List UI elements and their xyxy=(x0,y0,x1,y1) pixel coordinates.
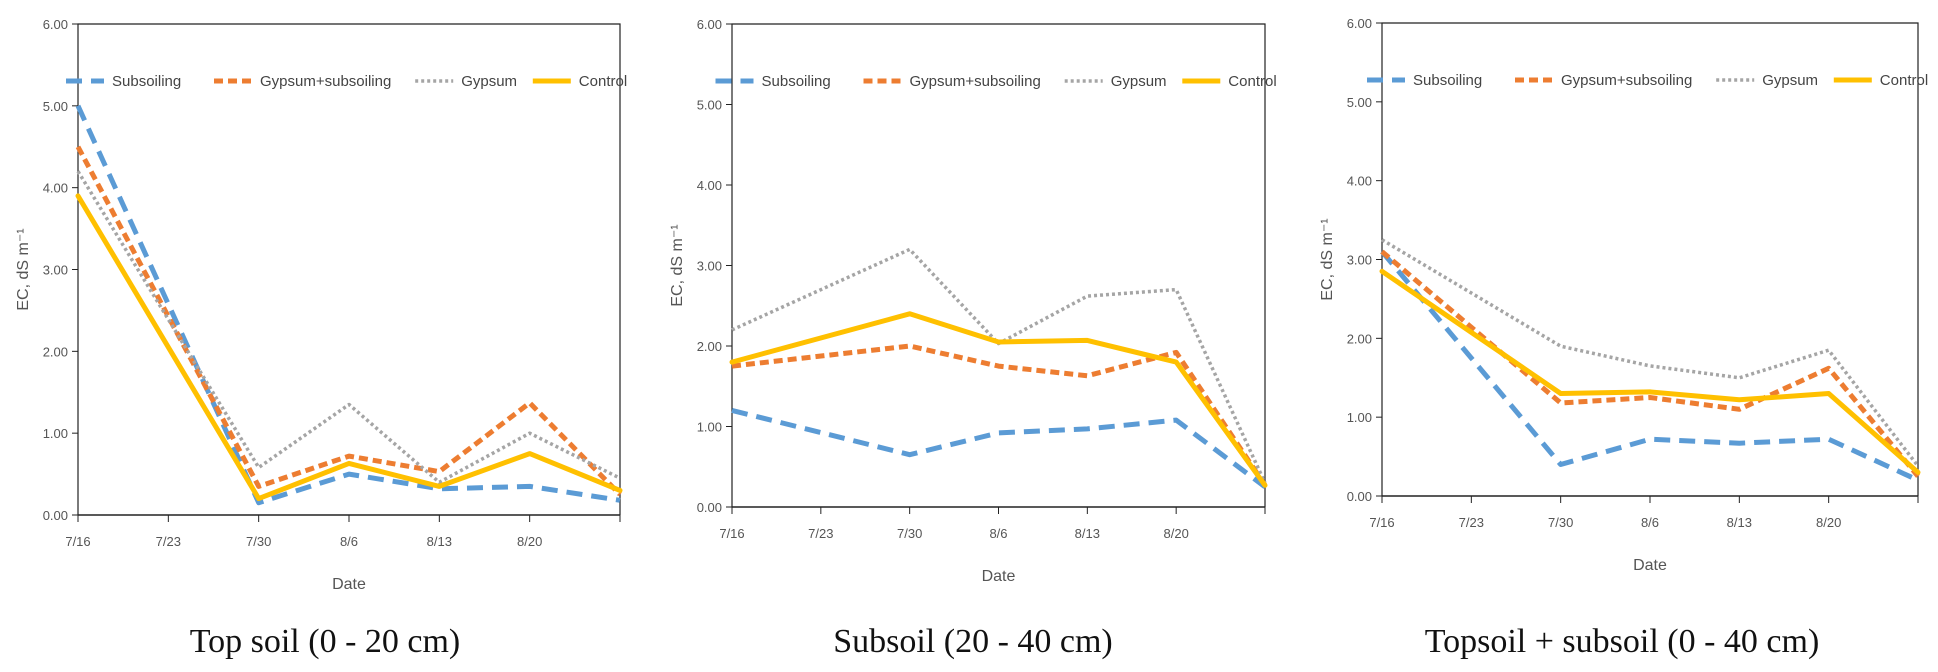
c3-x-axis-title: Date xyxy=(1633,557,1667,574)
c1-plot-frame xyxy=(77,23,621,515)
c3-y-tick-label: 4.00 xyxy=(1347,174,1372,189)
c1-legend-label: Control xyxy=(579,73,627,90)
c1-x-tick-label: 7/30 xyxy=(246,534,271,549)
c1-x-tick-label: 7/23 xyxy=(156,534,181,549)
c2-x-axis-title: Date xyxy=(982,568,1016,585)
c2-x-tick-label: 7/23 xyxy=(808,526,833,541)
c1-y-tick-label: 1.00 xyxy=(43,426,68,441)
c3-series-subsoiling xyxy=(1380,249,1920,483)
c2-y-axis-title: EC, dS m⁻¹ xyxy=(669,224,686,306)
c2-y-tick-label: 6.00 xyxy=(697,17,722,32)
c1-y-tick-label: 0.00 xyxy=(43,508,68,523)
c1-x-tick-label: 8/6 xyxy=(340,534,358,549)
chart-subsoil: 0.00 1.00 2.00 3.00 4.00 5.00 6.00 7/16 7/23 7/30… xyxy=(669,17,1277,585)
c1-y-tick-label: 5.00 xyxy=(43,99,68,114)
c2-series-control xyxy=(729,311,1268,488)
c3-x-tick-label: 8/13 xyxy=(1727,515,1752,530)
c2-legend-label: Gypsum+subsoiling xyxy=(910,73,1041,90)
c3-x-tick-label: 7/30 xyxy=(1548,515,1573,530)
chart-topsoil: 0.00 1.00 2.00 3.00 4.00 5.00 6.00 7/16 7/23 7/30… xyxy=(15,17,627,593)
c1-x-tick-label: 8/20 xyxy=(517,534,542,549)
c1-x-axis-title: Date xyxy=(332,576,366,593)
c2-y-tick-label: 4.00 xyxy=(697,178,722,193)
c1-legend-label: Gypsum xyxy=(461,73,517,90)
c1-series-control xyxy=(75,193,623,502)
c2-series-gypsum xyxy=(731,247,1267,484)
c2-plot-frame xyxy=(731,23,1266,507)
c1-series-subsoiling xyxy=(75,104,621,506)
c2-x-tick-label: 8/13 xyxy=(1075,526,1100,541)
c3-series-gypsum-subsoiling xyxy=(1380,249,1920,478)
c3-y-axis-title: EC, dS m⁻¹ xyxy=(1319,218,1336,300)
c3-y-tick-label: 2.00 xyxy=(1347,331,1372,346)
c2-x-tick-label: 7/16 xyxy=(719,526,744,541)
c3-x-tick-label: 7/16 xyxy=(1369,515,1394,530)
c3-x-tick-label: 8/20 xyxy=(1816,515,1841,530)
c2-y-tick-label: 3.00 xyxy=(697,259,722,274)
c2-x-tick-label: 8/6 xyxy=(989,526,1007,541)
c1-y-tick-label: 3.00 xyxy=(43,263,68,278)
c2-legend-label: Gypsum xyxy=(1111,73,1167,90)
c2-y-tick-label: 0.00 xyxy=(697,500,722,515)
c1-y-tick-label: 2.00 xyxy=(43,344,68,359)
c2-series-subsoiling xyxy=(731,407,1267,489)
c3-legend-label: Gypsum xyxy=(1762,72,1818,89)
c3-plot-frame xyxy=(1381,22,1919,496)
c1-y-tick-label: 6.00 xyxy=(43,17,68,32)
c1-x-tick-label: 8/13 xyxy=(427,534,452,549)
c3-series-control xyxy=(1379,268,1921,475)
caption-subsoil: Subsoil (20 - 40 cm) xyxy=(833,623,1113,660)
c2-y-tick-label: 1.00 xyxy=(697,420,722,435)
c2-legend-label: Control xyxy=(1228,73,1276,90)
c1-series-gypsum-subsoiling xyxy=(75,145,622,497)
chart-topsoil-subsoil: 0.00 1.00 2.00 3.00 4.00 5.00 6.00 7/16 7/23 7/30… xyxy=(1319,16,1928,574)
c3-y-tick-label: 3.00 xyxy=(1347,253,1372,268)
c3-y-tick-label: 0.00 xyxy=(1347,489,1372,504)
c1-series-gypsum xyxy=(76,170,621,485)
caption-topsoil-subsoil: Topsoil + subsoil (0 - 40 cm) xyxy=(1425,623,1820,660)
c2-x-tick-label: 8/20 xyxy=(1164,526,1189,541)
c3-y-tick-label: 1.00 xyxy=(1347,410,1372,425)
c3-legend-label: Subsoiling xyxy=(1413,72,1482,89)
c3-x-tick-label: 8/6 xyxy=(1641,515,1659,530)
c2-legend-label: Subsoiling xyxy=(762,73,831,90)
c2-y-tick-label: 5.00 xyxy=(697,98,722,113)
c3-legend-label: Control xyxy=(1880,72,1928,89)
c3-y-tick-label: 6.00 xyxy=(1347,16,1372,31)
c2-series-gypsum-subsoiling xyxy=(731,343,1268,487)
caption-topsoil: Top soil (0 - 20 cm) xyxy=(190,623,461,660)
c1-legend-label: Gypsum+subsoiling xyxy=(260,73,391,90)
c3-y-tick-label: 5.00 xyxy=(1347,95,1372,110)
c3-legend-label: Gypsum+subsoiling xyxy=(1561,72,1692,89)
c1-y-tick-label: 4.00 xyxy=(43,181,68,196)
c2-y-tick-label: 2.00 xyxy=(697,339,722,354)
c1-legend-label: Subsoiling xyxy=(112,73,181,90)
c2-x-tick-label: 7/30 xyxy=(897,526,922,541)
c1-x-tick-label: 7/16 xyxy=(65,534,90,549)
c3-x-tick-label: 7/23 xyxy=(1459,515,1484,530)
c3-series-gypsum xyxy=(1381,238,1920,468)
c1-y-axis-title: EC, dS m⁻¹ xyxy=(15,228,32,310)
